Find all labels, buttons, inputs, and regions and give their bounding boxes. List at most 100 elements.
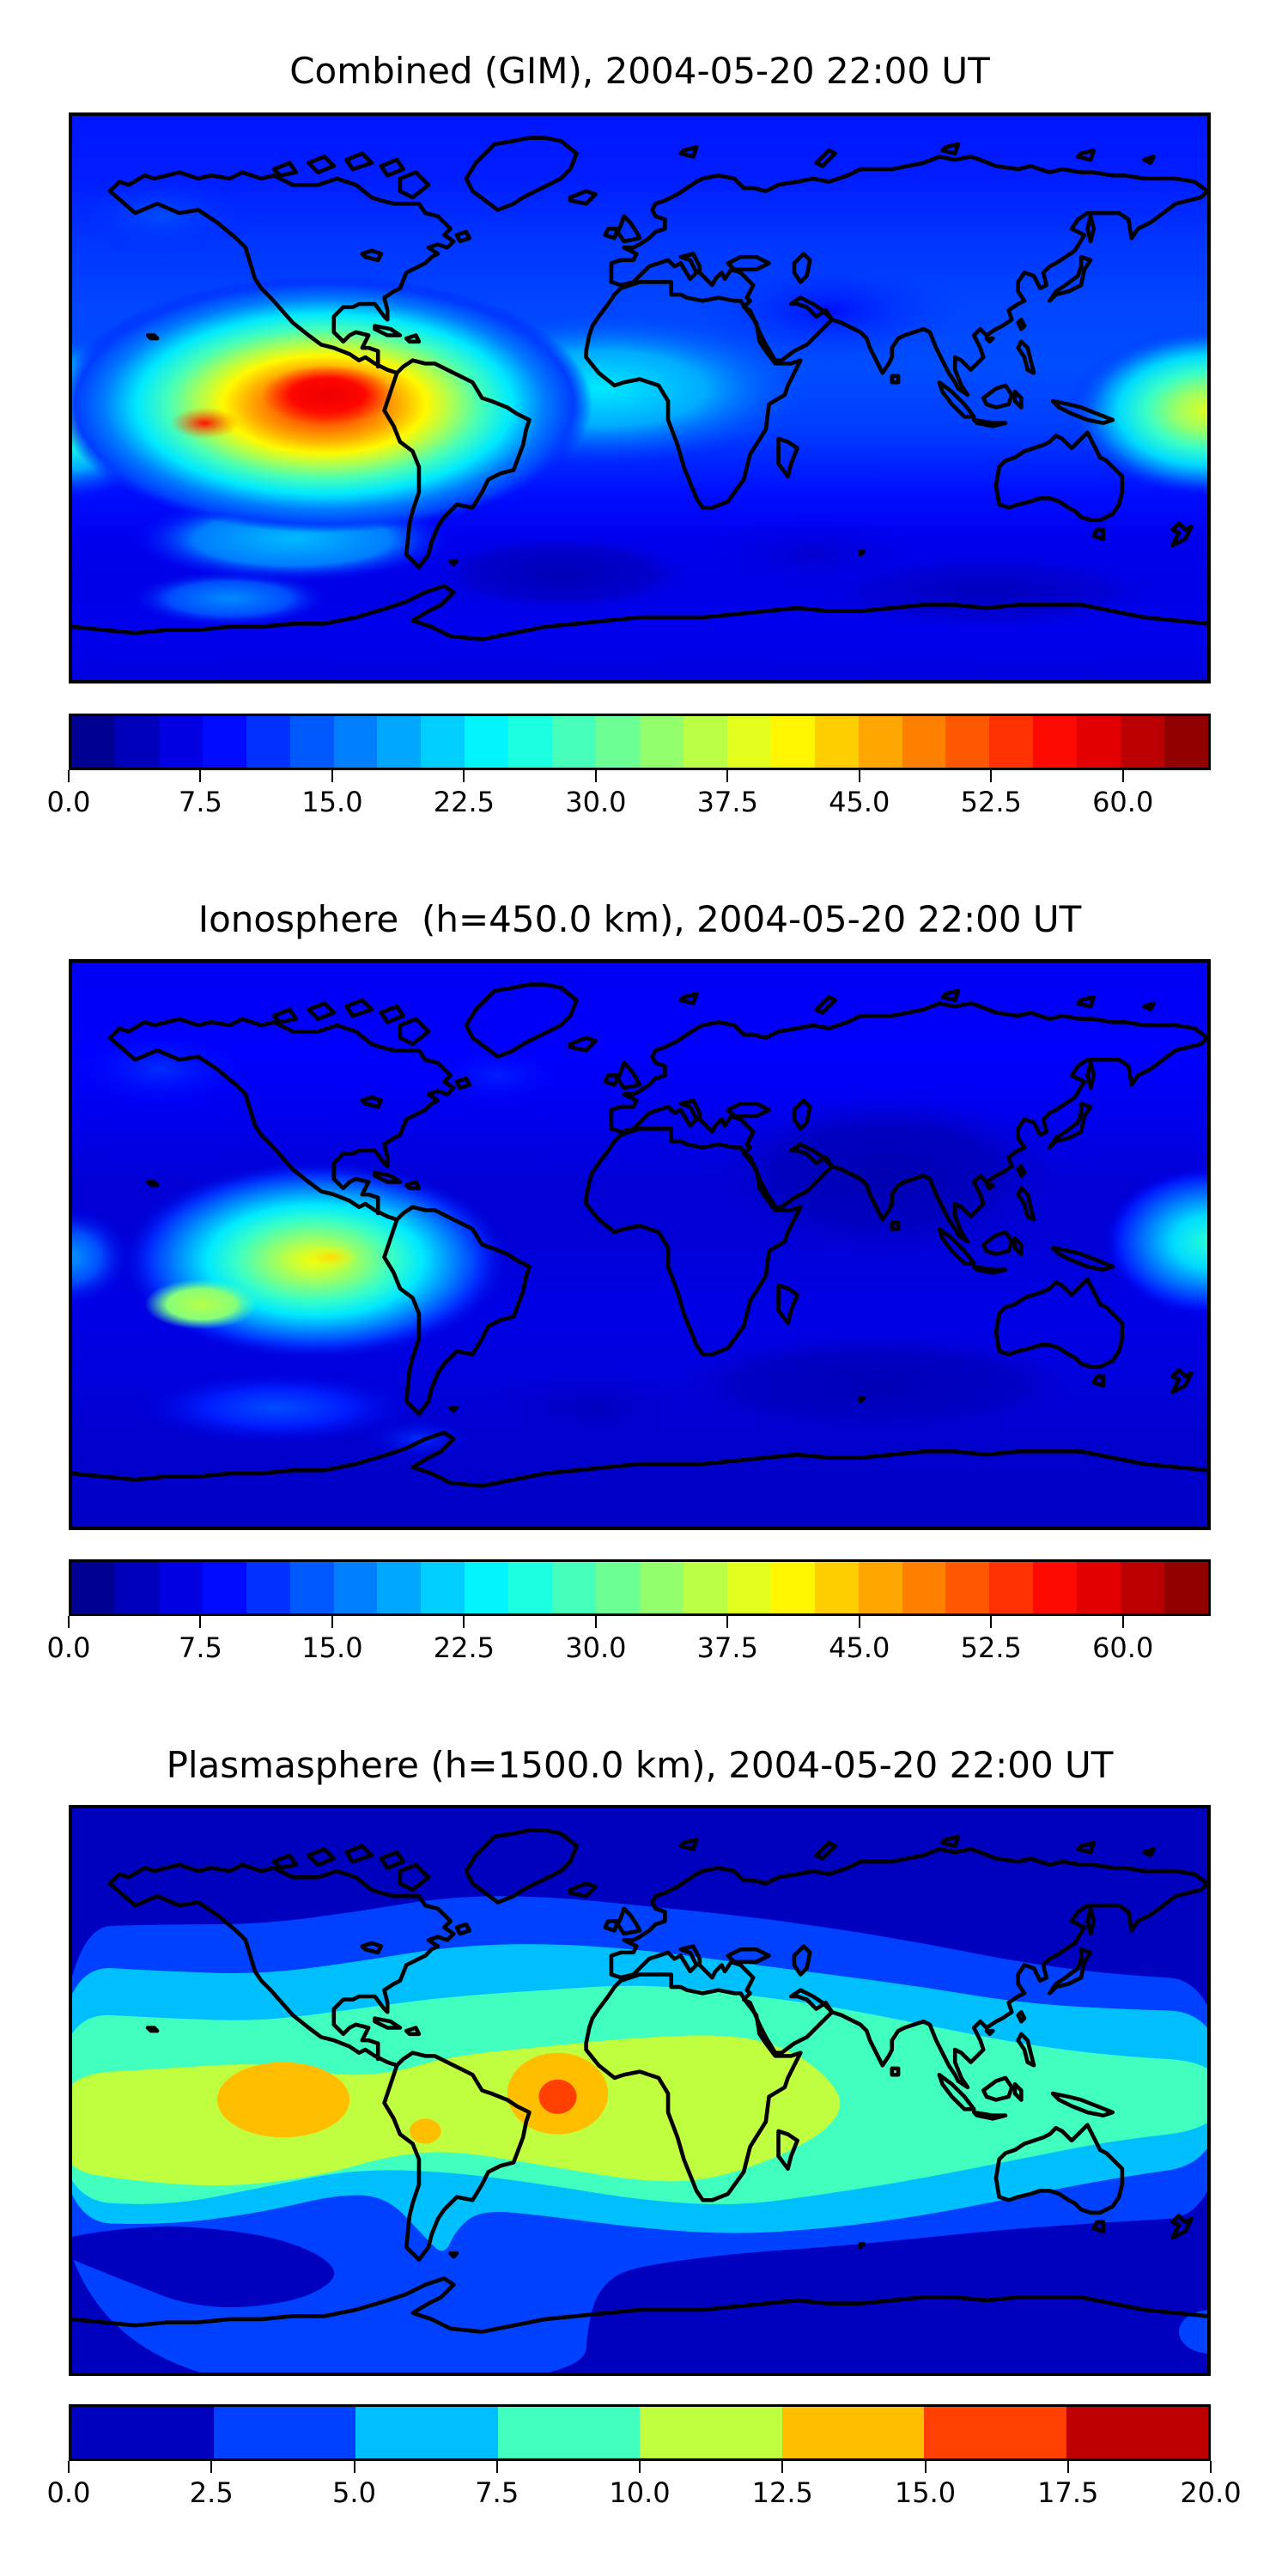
colorbar-segment bbox=[246, 1562, 290, 1613]
colorbar-tick bbox=[594, 1616, 597, 1628]
colorbar-tick bbox=[990, 770, 993, 782]
colorbar-tick bbox=[210, 2461, 213, 2473]
colorbar-segment bbox=[683, 716, 727, 768]
colorbar-tick bbox=[463, 1616, 465, 1628]
colorbar-tick-label: 0.0 bbox=[46, 786, 91, 818]
colorbar-segment bbox=[989, 716, 1034, 768]
colorbar-segment bbox=[71, 716, 115, 768]
colorbar-tick-label: 7.5 bbox=[179, 1631, 222, 1664]
colorbar-segment bbox=[246, 716, 290, 768]
colorbar-tick-label: 37.5 bbox=[696, 786, 758, 818]
colorbar-segment bbox=[781, 2407, 924, 2458]
colorbar-tick-label: 7.5 bbox=[475, 2476, 519, 2509]
colorbar-segment bbox=[814, 716, 859, 768]
panel3-title: Plasmasphere (h=1500.0 km), 2004-05-20 2… bbox=[166, 1744, 1114, 1786]
colorbar-tick bbox=[858, 770, 860, 782]
colorbar-tick bbox=[353, 2461, 355, 2473]
colorbar-segment bbox=[71, 1562, 115, 1613]
colorbar-tick bbox=[924, 2461, 927, 2473]
colorbar-tick-label: 20.0 bbox=[1180, 2476, 1242, 2509]
colorbar-tick-label: 30.0 bbox=[565, 1631, 627, 1664]
colorbar-segment bbox=[465, 716, 509, 768]
map-plot-svg bbox=[72, 963, 1207, 1527]
colorbar-tick-label: 5.0 bbox=[332, 2476, 376, 2509]
colorbar-tick bbox=[726, 770, 729, 782]
colorbar-segment bbox=[770, 716, 815, 768]
colorbar-segment bbox=[114, 716, 159, 768]
panel2-title: Ionosphere (h=450.0 km), 2004-05-20 22:0… bbox=[197, 898, 1082, 940]
colorbar-segment bbox=[1164, 716, 1208, 768]
colorbar-segment bbox=[1077, 1562, 1121, 1613]
colorbar-tick-label: 7.5 bbox=[179, 786, 222, 818]
panel3-world-map bbox=[69, 1805, 1211, 2376]
colorbar-tick-label: 52.5 bbox=[960, 786, 1022, 818]
colorbar-segment bbox=[1077, 716, 1121, 768]
colorbar-segment bbox=[726, 1562, 771, 1613]
colorbar-segment bbox=[552, 716, 597, 768]
colorbar-tick bbox=[726, 1616, 729, 1628]
colorbar-segment bbox=[508, 1562, 553, 1613]
colorbar-segment bbox=[814, 1562, 859, 1613]
colorbar-tick bbox=[990, 1616, 993, 1628]
colorbar-tick-label: 0.0 bbox=[46, 2476, 91, 2509]
colorbar-segment bbox=[945, 1562, 990, 1613]
colorbar-tick-label: 15.0 bbox=[301, 1631, 363, 1664]
colorbar-segment bbox=[289, 716, 334, 768]
colorbar-tick-label: 15.0 bbox=[894, 2476, 957, 2509]
colorbar-segment bbox=[508, 716, 553, 768]
colorbar-tick bbox=[781, 2461, 784, 2473]
colorbar-tick-label: 22.5 bbox=[433, 786, 495, 818]
colorbar-tick bbox=[1066, 2461, 1069, 2473]
colorbar-segment bbox=[377, 1562, 422, 1613]
colorbar-segment bbox=[858, 1562, 902, 1613]
colorbar-segment bbox=[640, 2407, 782, 2458]
panel3-colorbar bbox=[69, 2404, 1211, 2461]
colorbar-segment bbox=[421, 1562, 465, 1613]
colorbar-segment bbox=[333, 1562, 378, 1613]
panel1-title: Combined (GIM), 2004-05-20 22:00 UT bbox=[289, 50, 990, 92]
colorbar-tick bbox=[1121, 1616, 1124, 1628]
colorbar-tick-label: 30.0 bbox=[565, 786, 627, 818]
colorbar-segment bbox=[683, 1562, 727, 1613]
colorbar-segment bbox=[989, 1562, 1034, 1613]
colorbar-segment bbox=[945, 716, 990, 768]
colorbar-segment bbox=[71, 2407, 214, 2458]
colorbar-segment bbox=[158, 716, 203, 768]
colorbar-segment bbox=[202, 1562, 246, 1613]
colorbar-segment bbox=[202, 716, 246, 768]
colorbar-segment bbox=[1033, 716, 1078, 768]
colorbar-tick-label: 10.0 bbox=[609, 2476, 671, 2509]
colorbar-segment bbox=[552, 1562, 597, 1613]
colorbar-tick bbox=[68, 770, 70, 782]
panel1-colorbar bbox=[69, 714, 1211, 770]
panel2-colorbar-axis: 0.0 7.5 15.0 22.5 30.0 37.5 45.0 52.5 60.0 bbox=[47, 1616, 1211, 1676]
colorbar-segment bbox=[355, 2407, 498, 2458]
colorbar-tick bbox=[1121, 770, 1124, 782]
colorbar-tick bbox=[199, 1616, 202, 1628]
colorbar-segment bbox=[1121, 1562, 1165, 1613]
colorbar-tick-label: 12.5 bbox=[751, 2476, 813, 2509]
colorbar-tick-label: 37.5 bbox=[696, 1631, 758, 1664]
colorbar-segment bbox=[924, 2407, 1066, 2458]
colorbar-tick-label: 45.0 bbox=[829, 1631, 890, 1664]
colorbar-segment bbox=[902, 716, 946, 768]
colorbar-segment bbox=[114, 1562, 159, 1613]
colorbar-tick-label: 2.5 bbox=[189, 2476, 234, 2509]
panel3-colorbar-axis: 0.0 2.5 5.0 7.5 10.0 12.5 15.0 17.5 20.0 bbox=[47, 2461, 1242, 2521]
colorbar-tick-label: 17.5 bbox=[1037, 2476, 1099, 2509]
colorbar-tick-label: 60.0 bbox=[1092, 786, 1154, 818]
map-plot-svg bbox=[72, 1808, 1207, 2372]
colorbar-tick-label: 15.0 bbox=[301, 786, 363, 818]
colorbar-segment bbox=[596, 716, 640, 768]
colorbar-tick bbox=[858, 1616, 860, 1628]
colorbar-segment bbox=[158, 1562, 203, 1613]
colorbar-tick-label: 52.5 bbox=[960, 1631, 1022, 1664]
colorbar-tick bbox=[639, 2461, 641, 2473]
panel1-colorbar-axis: 0.0 7.5 15.0 22.5 30.0 37.5 45.0 52.5 60.0 bbox=[47, 770, 1211, 830]
colorbar-segment bbox=[333, 716, 378, 768]
colorbar-tick-label: 22.5 bbox=[433, 1631, 495, 1664]
colorbar-tick-label: 45.0 bbox=[829, 786, 890, 818]
colorbar-segment bbox=[377, 716, 422, 768]
colorbar-tick bbox=[1210, 2461, 1212, 2473]
